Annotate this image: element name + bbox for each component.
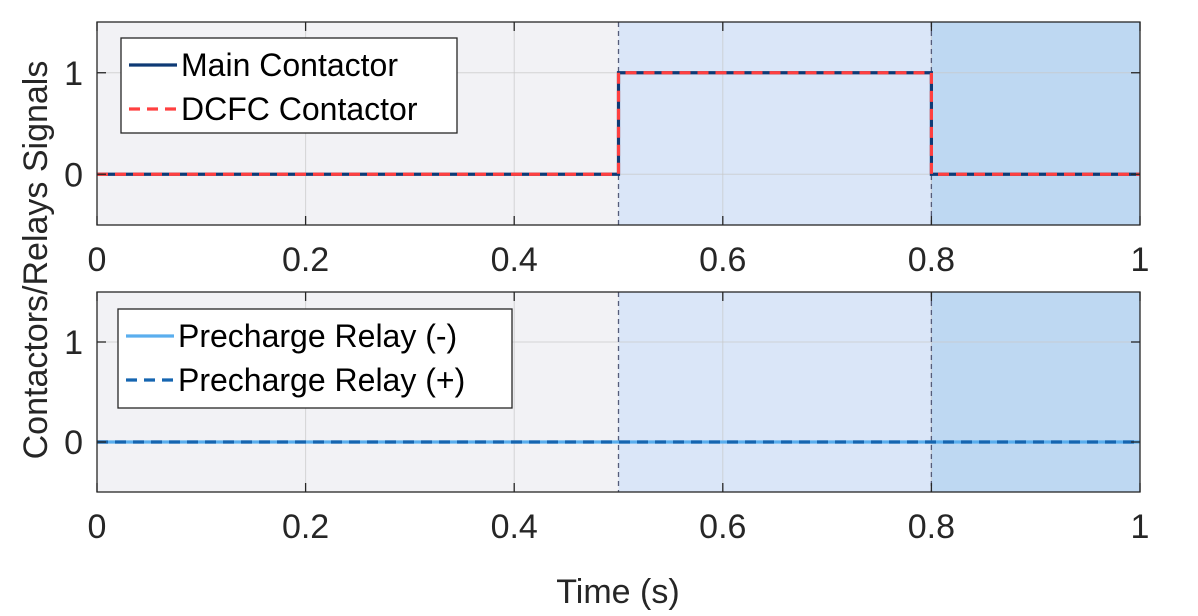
x-tick-label-5: 1 — [1131, 508, 1150, 546]
series-line-2 — [97, 71, 1140, 176]
x-tick-label-1: 0.2 — [282, 508, 329, 546]
chart-panel-top: 0 0.2 0.4 0.6 0.8 1 0 1 Main Contactor DCFC Conta… — [64, 21, 1150, 279]
shaded-region-1 — [618, 22, 932, 225]
axes-frame — [96, 291, 1141, 493]
x-tick-label-3: 0.6 — [699, 508, 746, 546]
x-tick-label-4: 0.8 — [908, 508, 955, 546]
legend-entry-1: Main Contactor — [181, 47, 398, 83]
legend-box — [117, 308, 513, 409]
chart-panel-bottom: 0 0.2 0.4 0.6 0.8 101 Precharge Relay (-)Prech… — [64, 291, 1150, 546]
x-axis-label: Time (s) — [556, 573, 679, 611]
shaded-region-2 — [931, 292, 1140, 492]
shared-y-axis-label: Contactors/Relays Signals — [17, 61, 55, 460]
legend-entry-1: Precharge Relay (-) — [178, 318, 457, 354]
axes-frame — [96, 21, 1141, 226]
x-tick-label-0: 0 — [88, 508, 107, 546]
x-tick-label-4: 0.8 — [908, 241, 955, 279]
shaded-region-1 — [618, 292, 932, 492]
x-tick-label-3: 0.6 — [699, 241, 746, 279]
legend: Precharge Relay (-) Precharge Relay (+) — [117, 308, 513, 409]
legend-entry-2: Precharge Relay (+) — [178, 362, 465, 398]
legend-entry-2: DCFC Contactor — [181, 91, 418, 127]
x-tick-label-5: 1 — [1131, 241, 1150, 279]
x-tick-label-1: 0.2 — [282, 241, 329, 279]
x-tick-label-2: 0.4 — [491, 508, 538, 546]
y-tick-label-0: 0 — [64, 156, 83, 194]
y-tick-label-1: 1 — [64, 324, 83, 362]
y-tick-label-1: 1 — [64, 55, 83, 93]
x-tick-label-0: 0 — [88, 241, 107, 279]
legend: Main Contactor DCFC Contactor — [120, 37, 458, 134]
shaded-region-2 — [931, 22, 1140, 225]
x-tick-label-2: 0.4 — [491, 241, 538, 279]
y-tick-label-0: 0 — [64, 424, 83, 462]
legend-box — [120, 37, 458, 134]
